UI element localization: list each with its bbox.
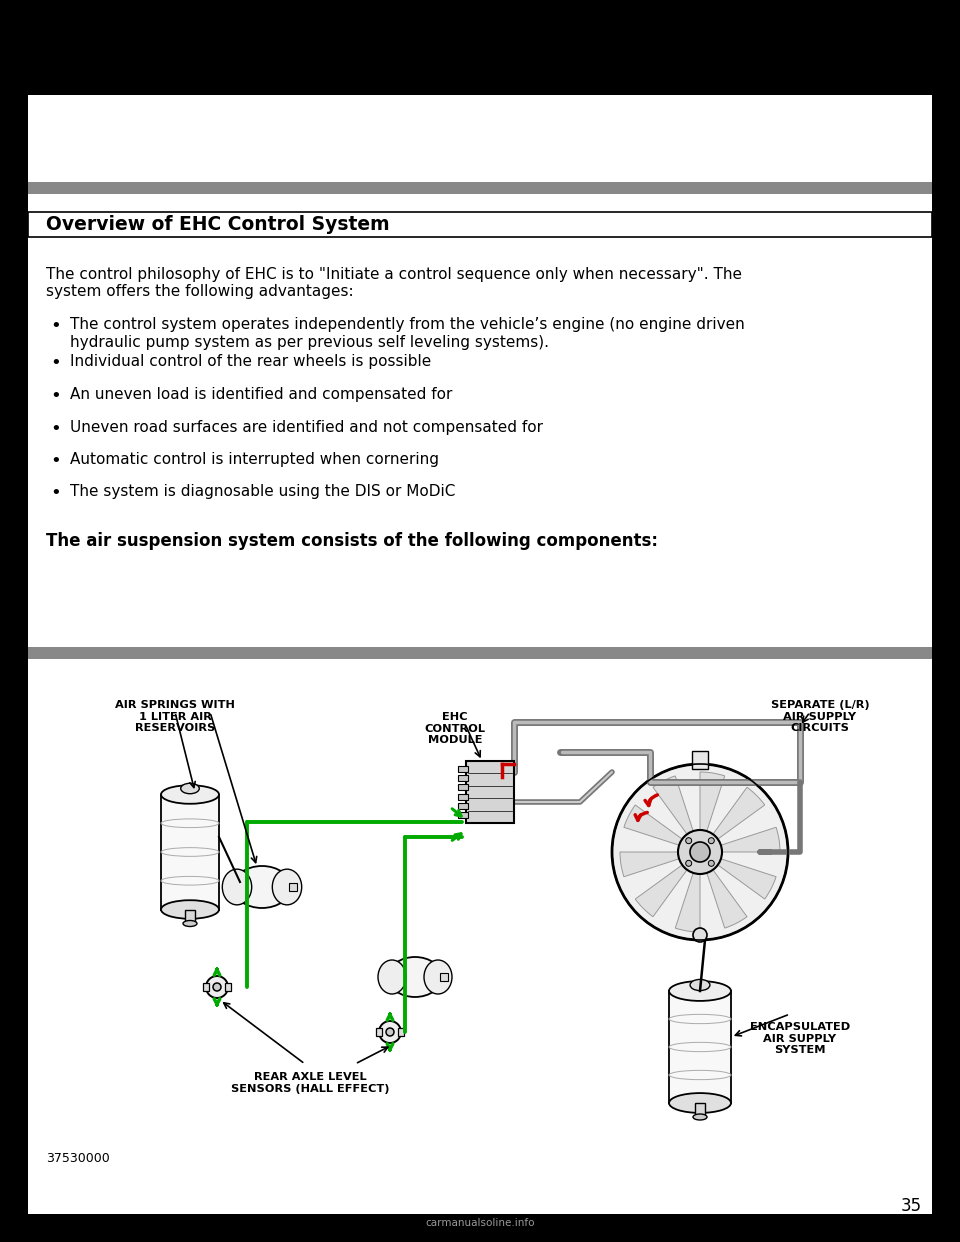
Bar — [225, 982, 231, 991]
Wedge shape — [624, 805, 684, 846]
Wedge shape — [620, 852, 681, 877]
Bar — [695, 1103, 705, 1117]
Text: REAR AXLE LEVEL
SENSORS (HALL EFFECT): REAR AXLE LEVEL SENSORS (HALL EFFECT) — [230, 1072, 389, 1094]
Bar — [203, 982, 209, 991]
Bar — [458, 766, 468, 773]
Ellipse shape — [180, 784, 200, 794]
Text: •: • — [50, 420, 60, 438]
Circle shape — [685, 861, 692, 867]
Wedge shape — [653, 776, 694, 836]
Ellipse shape — [161, 900, 219, 919]
Circle shape — [708, 861, 714, 867]
Bar — [458, 775, 468, 781]
Ellipse shape — [273, 869, 301, 905]
Ellipse shape — [183, 920, 197, 927]
Bar — [28, 647, 932, 660]
Bar — [28, 194, 932, 647]
Wedge shape — [707, 868, 747, 928]
Text: •: • — [50, 484, 60, 502]
Bar — [466, 761, 514, 823]
Wedge shape — [719, 827, 780, 852]
Bar — [458, 785, 468, 790]
Text: •: • — [50, 388, 60, 405]
Bar — [28, 94, 932, 183]
Text: The control philosophy of EHC is to "Initiate a control sequence only when neces: The control philosophy of EHC is to "Ini… — [46, 267, 742, 282]
Text: The system is diagnosable using the DIS or MoDiC: The system is diagnosable using the DIS … — [70, 484, 455, 499]
Ellipse shape — [388, 958, 442, 997]
Text: An uneven load is identified and compensated for: An uneven load is identified and compens… — [70, 388, 452, 402]
Circle shape — [206, 976, 228, 999]
Ellipse shape — [378, 960, 406, 994]
Bar — [458, 802, 468, 809]
Wedge shape — [700, 773, 725, 833]
Ellipse shape — [161, 785, 219, 804]
Ellipse shape — [669, 1093, 731, 1113]
Ellipse shape — [669, 981, 731, 1001]
Ellipse shape — [223, 869, 252, 905]
Text: 37530000: 37530000 — [46, 1153, 109, 1165]
Ellipse shape — [233, 866, 291, 908]
Text: The control system operates independently from the vehicle’s engine (no engine d: The control system operates independentl… — [70, 317, 745, 332]
Text: Overview of EHC Control System: Overview of EHC Control System — [46, 215, 390, 233]
Circle shape — [685, 837, 692, 843]
Wedge shape — [711, 787, 765, 841]
Circle shape — [708, 837, 714, 843]
Bar — [669, 991, 731, 1103]
Bar — [185, 909, 195, 924]
Circle shape — [379, 1021, 401, 1043]
Bar — [28, 183, 932, 194]
Bar — [398, 1028, 404, 1036]
Circle shape — [612, 764, 788, 940]
Circle shape — [693, 928, 707, 941]
Text: EHC
CONTROL
MODULE: EHC CONTROL MODULE — [424, 712, 486, 745]
Bar — [458, 812, 468, 818]
Bar — [458, 794, 468, 800]
Bar — [28, 1177, 932, 1213]
Text: system offers the following advantages:: system offers the following advantages: — [46, 284, 353, 299]
Ellipse shape — [690, 980, 710, 991]
Text: AIR SPRINGS WITH
1 LITER AIR
RESERVOIRS: AIR SPRINGS WITH 1 LITER AIR RESERVOIRS — [115, 700, 235, 733]
Circle shape — [213, 982, 221, 991]
Wedge shape — [716, 858, 776, 899]
Ellipse shape — [424, 960, 452, 994]
Bar — [28, 660, 932, 1177]
Circle shape — [678, 830, 722, 874]
Text: •: • — [50, 452, 60, 469]
Text: 35: 35 — [900, 1197, 922, 1215]
Text: hydraulic pump system as per previous self leveling systems).: hydraulic pump system as per previous se… — [70, 335, 549, 350]
Text: Automatic control is interrupted when cornering: Automatic control is interrupted when co… — [70, 452, 439, 467]
Text: Uneven road surfaces are identified and not compensated for: Uneven road surfaces are identified and … — [70, 420, 543, 435]
Bar — [440, 972, 448, 981]
Circle shape — [690, 842, 710, 862]
Wedge shape — [636, 863, 688, 917]
Text: The air suspension system consists of the following components:: The air suspension system consists of th… — [46, 532, 658, 550]
Bar — [376, 1028, 382, 1036]
Text: Individual control of the rear wheels is possible: Individual control of the rear wheels is… — [70, 354, 431, 369]
Bar — [692, 751, 708, 769]
Bar — [289, 883, 297, 891]
Ellipse shape — [693, 1114, 707, 1120]
Text: ENCAPSULATED
AIR SUPPLY
SYSTEM: ENCAPSULATED AIR SUPPLY SYSTEM — [750, 1022, 851, 1056]
Text: •: • — [50, 317, 60, 335]
Text: •: • — [50, 354, 60, 373]
Bar — [161, 795, 219, 909]
Text: carmanualsoline.info: carmanualsoline.info — [425, 1218, 535, 1228]
Circle shape — [386, 1028, 394, 1036]
Bar — [28, 212, 932, 237]
Wedge shape — [675, 871, 700, 932]
Text: SEPARATE (L/R)
AIR SUPPLY
CIRCUITS: SEPARATE (L/R) AIR SUPPLY CIRCUITS — [771, 700, 870, 733]
